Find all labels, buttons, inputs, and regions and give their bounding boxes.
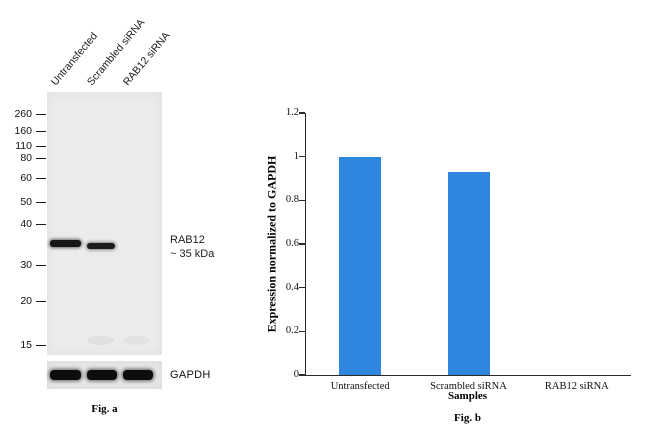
rab12-band-lane1 <box>50 240 81 247</box>
mw-marker-tick <box>36 201 46 203</box>
band-annotation-size: ~ 35 kDa <box>170 248 215 260</box>
gapdh-band-lane2 <box>87 370 117 380</box>
mw-marker-tick <box>36 130 46 132</box>
mw-marker-tick <box>36 264 46 266</box>
mw-marker-label: 60 <box>20 172 32 184</box>
rab12-band-lane2 <box>87 243 115 249</box>
mw-marker-tick <box>36 145 46 147</box>
western-blot-image <box>47 92 162 355</box>
band-annotation-name: RAB12 <box>170 234 205 246</box>
mw-marker-label: 110 <box>15 140 32 152</box>
y-tick-label: 0 <box>293 369 299 380</box>
x-category-label: Scrambled siRNA <box>430 381 507 392</box>
y-tick-label: 0.2 <box>285 325 299 337</box>
mw-marker-label: 80 <box>20 152 32 164</box>
mw-marker-label: 50 <box>20 196 32 208</box>
y-axis-tick <box>299 286 305 289</box>
y-tick-label: 0.6 <box>285 238 299 249</box>
figure-b-caption: Fig. b <box>454 412 481 424</box>
mw-marker-tick <box>36 113 46 115</box>
mw-marker-tick <box>36 177 46 179</box>
y-tick-label: 0.4 <box>285 281 299 293</box>
chart-bar <box>447 171 490 375</box>
mw-marker-label: 30 <box>20 259 32 271</box>
faint-band-lane2 <box>87 336 114 345</box>
y-axis-tick <box>299 155 305 158</box>
gapdh-band-lane1 <box>50 370 81 380</box>
x-category-label: RAB12 siRNA <box>544 381 609 392</box>
y-axis-tick <box>299 199 305 202</box>
y-axis-tick <box>299 112 305 114</box>
faint-band-lane3 <box>123 336 150 345</box>
y-axis-tick <box>299 330 305 333</box>
gapdh-band-lane3 <box>123 370 153 380</box>
y-tick-label: 0.8 <box>285 194 299 206</box>
mw-marker-tick <box>36 344 46 346</box>
band-annotation: RAB12 ~ 35 kDa <box>170 233 214 261</box>
chart-plot-area: 0 0.2 0.4 0.6 0.8 1 1.2 Untransfected Scrambled … <box>286 107 631 392</box>
chart-bar <box>339 156 382 375</box>
y-axis-tick <box>299 374 305 376</box>
mw-marker-label: 260 <box>14 108 32 120</box>
figure-a-caption: Fig. a <box>91 403 118 415</box>
x-axis-title: Samples <box>447 390 488 402</box>
y-axis-tick <box>299 243 305 245</box>
mw-marker-tick <box>36 223 46 225</box>
gapdh-label: GAPDH <box>170 369 211 381</box>
gapdh-blot-image <box>47 361 162 389</box>
mw-marker-label: 15 <box>20 339 32 351</box>
mw-marker-label: 20 <box>20 295 32 307</box>
y-tick-label: 1 <box>293 150 299 162</box>
mw-marker-label: 160 <box>14 125 32 137</box>
mw-marker-tick <box>36 300 46 302</box>
y-tick-label: 1.2 <box>285 107 299 118</box>
x-category-label: Untransfected <box>330 381 390 392</box>
mw-marker-label: 40 <box>20 218 32 230</box>
mw-marker-tick <box>36 157 46 159</box>
